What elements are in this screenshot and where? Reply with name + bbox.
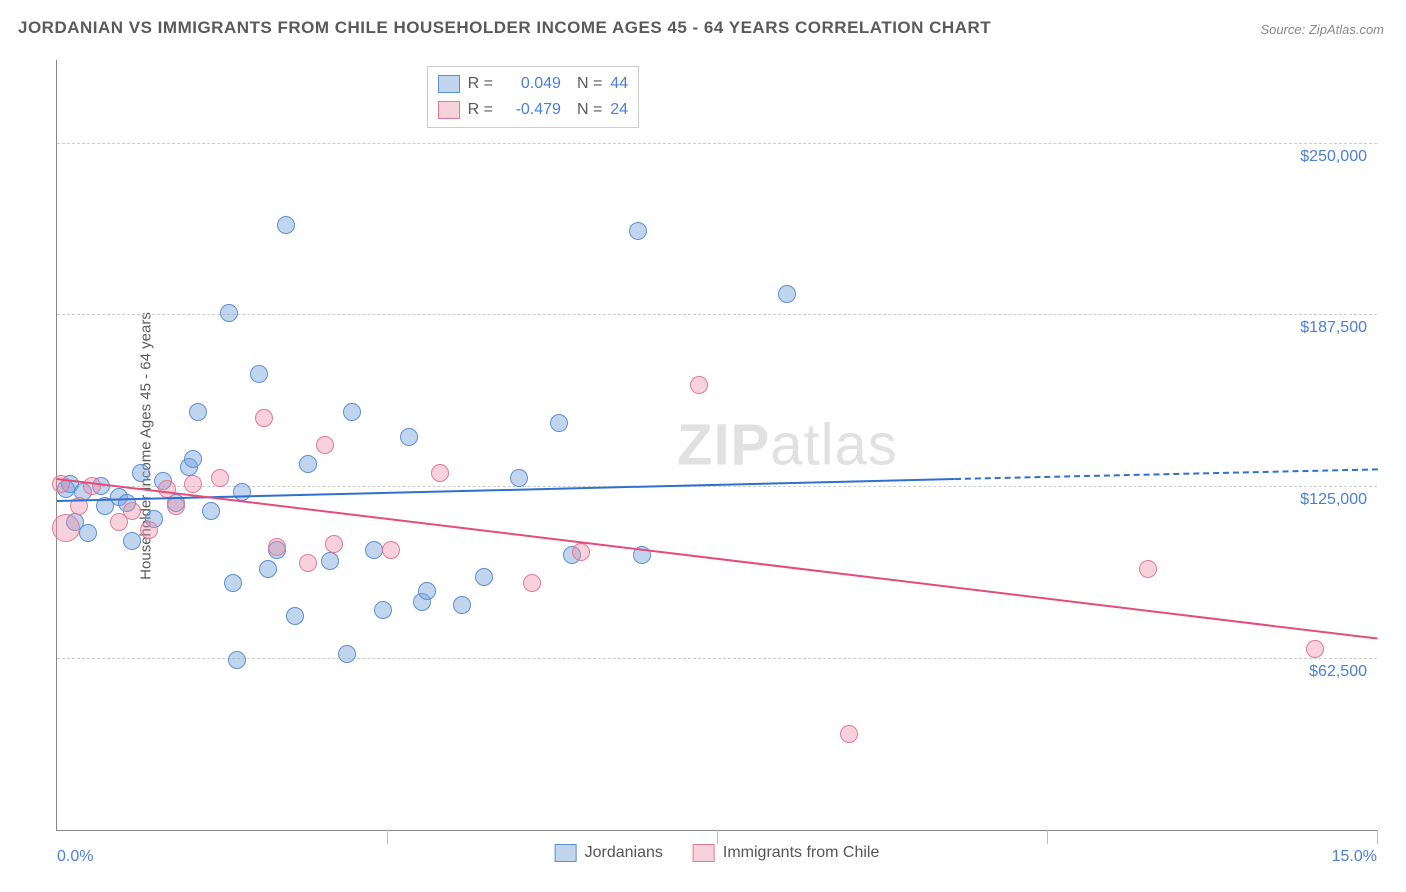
data-point-chile — [255, 409, 273, 427]
gridline-horizontal — [57, 314, 1377, 315]
data-point-jordanians — [224, 574, 242, 592]
legend-swatch — [438, 101, 460, 119]
source-attribution: Source: ZipAtlas.com — [1260, 22, 1384, 37]
data-point-jordanians — [132, 464, 150, 482]
data-point-chile — [211, 469, 229, 487]
data-point-jordanians — [321, 552, 339, 570]
data-point-jordanians — [338, 645, 356, 663]
x-tick-mark — [1377, 830, 1378, 844]
legend-swatch — [555, 844, 577, 862]
data-point-jordanians — [475, 568, 493, 586]
data-point-chile — [325, 535, 343, 553]
correlation-legend-row: R = 0.049 N = 44 — [438, 71, 628, 97]
data-point-jordanians — [233, 483, 251, 501]
gridline-horizontal — [57, 658, 1377, 659]
y-tick-label: $250,000 — [1300, 148, 1367, 166]
series-legend-item: Jordanians — [555, 844, 663, 862]
data-point-jordanians — [277, 216, 295, 234]
trend-line — [57, 478, 1377, 639]
correlation-legend-row: R = -0.479 N = 24 — [438, 97, 628, 123]
data-point-chile — [123, 502, 141, 520]
data-point-jordanians — [510, 469, 528, 487]
correlation-legend: R = 0.049 N = 44 R = -0.479 N = 24 — [427, 66, 639, 128]
data-point-jordanians — [250, 365, 268, 383]
data-point-jordanians — [202, 502, 220, 520]
x-tick-max: 15.0% — [1332, 848, 1377, 866]
data-point-jordanians — [778, 285, 796, 303]
data-point-chile — [431, 464, 449, 482]
gridline-horizontal — [57, 486, 1377, 487]
stat-label: N = — [577, 75, 602, 93]
n-value: 44 — [610, 75, 628, 93]
data-point-jordanians — [629, 222, 647, 240]
data-point-chile — [1306, 640, 1324, 658]
data-point-jordanians — [400, 428, 418, 446]
series-name: Jordanians — [585, 844, 663, 862]
data-point-chile — [268, 538, 286, 556]
data-point-jordanians — [184, 450, 202, 468]
legend-swatch — [438, 75, 460, 93]
data-point-chile — [83, 477, 101, 495]
gridline-horizontal — [57, 143, 1377, 144]
data-point-chile — [690, 376, 708, 394]
data-point-jordanians — [220, 304, 238, 322]
n-value: 24 — [610, 101, 628, 119]
series-legend: Jordanians Immigrants from Chile — [555, 844, 880, 862]
data-point-chile — [316, 436, 334, 454]
data-point-chile — [140, 521, 158, 539]
data-point-chile — [158, 480, 176, 498]
data-point-jordanians — [79, 524, 97, 542]
data-point-jordanians — [259, 560, 277, 578]
data-point-jordanians — [343, 403, 361, 421]
r-value: 0.049 — [501, 75, 561, 93]
data-point-chile — [52, 514, 80, 542]
data-point-chile — [1139, 560, 1157, 578]
data-point-chile — [184, 475, 202, 493]
data-point-jordanians — [286, 607, 304, 625]
stat-label: N = — [577, 101, 602, 119]
stat-label: R = — [468, 101, 493, 119]
data-point-chile — [572, 543, 590, 561]
data-point-jordanians — [123, 532, 141, 550]
trend-line — [955, 468, 1377, 480]
watermark: ZIPatlas — [677, 412, 898, 479]
y-tick-label: $187,500 — [1300, 319, 1367, 337]
data-point-jordanians — [228, 651, 246, 669]
data-point-jordanians — [453, 596, 471, 614]
scatter-plot: $62,500 $125,000 $187,500 $250,000 ZIPatlas R… — [56, 60, 1377, 831]
x-tick-mark — [717, 830, 718, 844]
y-tick-label: $125,000 — [1300, 491, 1367, 509]
data-point-jordanians — [418, 582, 436, 600]
x-tick-min: 0.0% — [57, 848, 93, 866]
data-point-chile — [299, 554, 317, 572]
legend-swatch — [693, 844, 715, 862]
data-point-jordanians — [365, 541, 383, 559]
chart-title: JORDANIAN VS IMMIGRANTS FROM CHILE HOUSE… — [18, 18, 991, 38]
data-point-chile — [840, 725, 858, 743]
y-tick-label: $62,500 — [1309, 663, 1367, 681]
series-name: Immigrants from Chile — [723, 844, 879, 862]
data-point-jordanians — [374, 601, 392, 619]
data-point-chile — [52, 475, 70, 493]
series-legend-item: Immigrants from Chile — [693, 844, 879, 862]
data-point-jordanians — [550, 414, 568, 432]
stat-label: R = — [468, 75, 493, 93]
data-point-jordanians — [299, 455, 317, 473]
data-point-chile — [382, 541, 400, 559]
data-point-jordanians — [189, 403, 207, 421]
x-tick-mark — [387, 830, 388, 844]
data-point-chile — [523, 574, 541, 592]
x-tick-mark — [1047, 830, 1048, 844]
r-value: -0.479 — [501, 101, 561, 119]
